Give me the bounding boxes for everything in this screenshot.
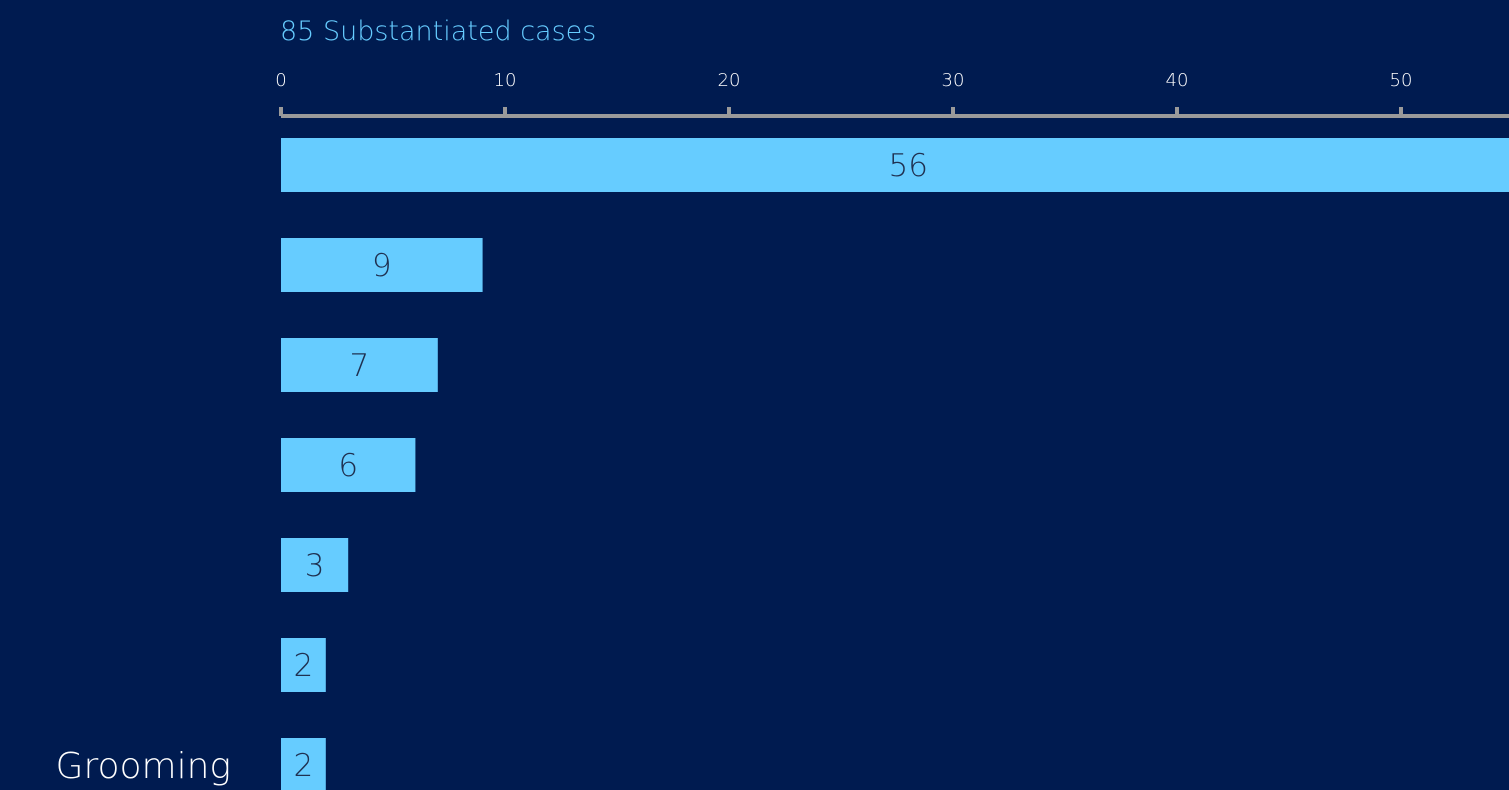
x-tick-label: 20: [718, 70, 741, 91]
data-label: 56: [888, 148, 927, 184]
data-label: 2: [294, 648, 314, 684]
bar: [281, 738, 326, 790]
bar: [281, 438, 416, 492]
chart-title: 85 Substantiated cases: [280, 16, 596, 47]
bar: [281, 538, 349, 592]
data-label: 9: [372, 248, 392, 284]
bar: [281, 238, 483, 292]
bar: [281, 338, 438, 392]
bars: [281, 138, 1509, 790]
data-label: 3: [305, 548, 325, 584]
x-tick-label: 30: [942, 70, 965, 91]
x-axis: 0 10 20 30 40 50: [275, 70, 1509, 118]
category-labels: Grooming: [56, 746, 231, 787]
category-label: Grooming: [56, 746, 231, 787]
x-tick-label: 40: [1166, 70, 1189, 91]
x-tick-label: 10: [494, 70, 517, 91]
x-tick-label: 50: [1390, 70, 1413, 91]
data-label: 7: [350, 348, 370, 384]
data-label: 2: [294, 748, 314, 784]
data-label: 6: [338, 448, 358, 484]
data-labels: 56 9 7 6 3 2 2: [294, 148, 928, 784]
x-tick-label: 0: [275, 70, 286, 91]
bar: [281, 138, 1509, 192]
bar: [281, 638, 326, 692]
